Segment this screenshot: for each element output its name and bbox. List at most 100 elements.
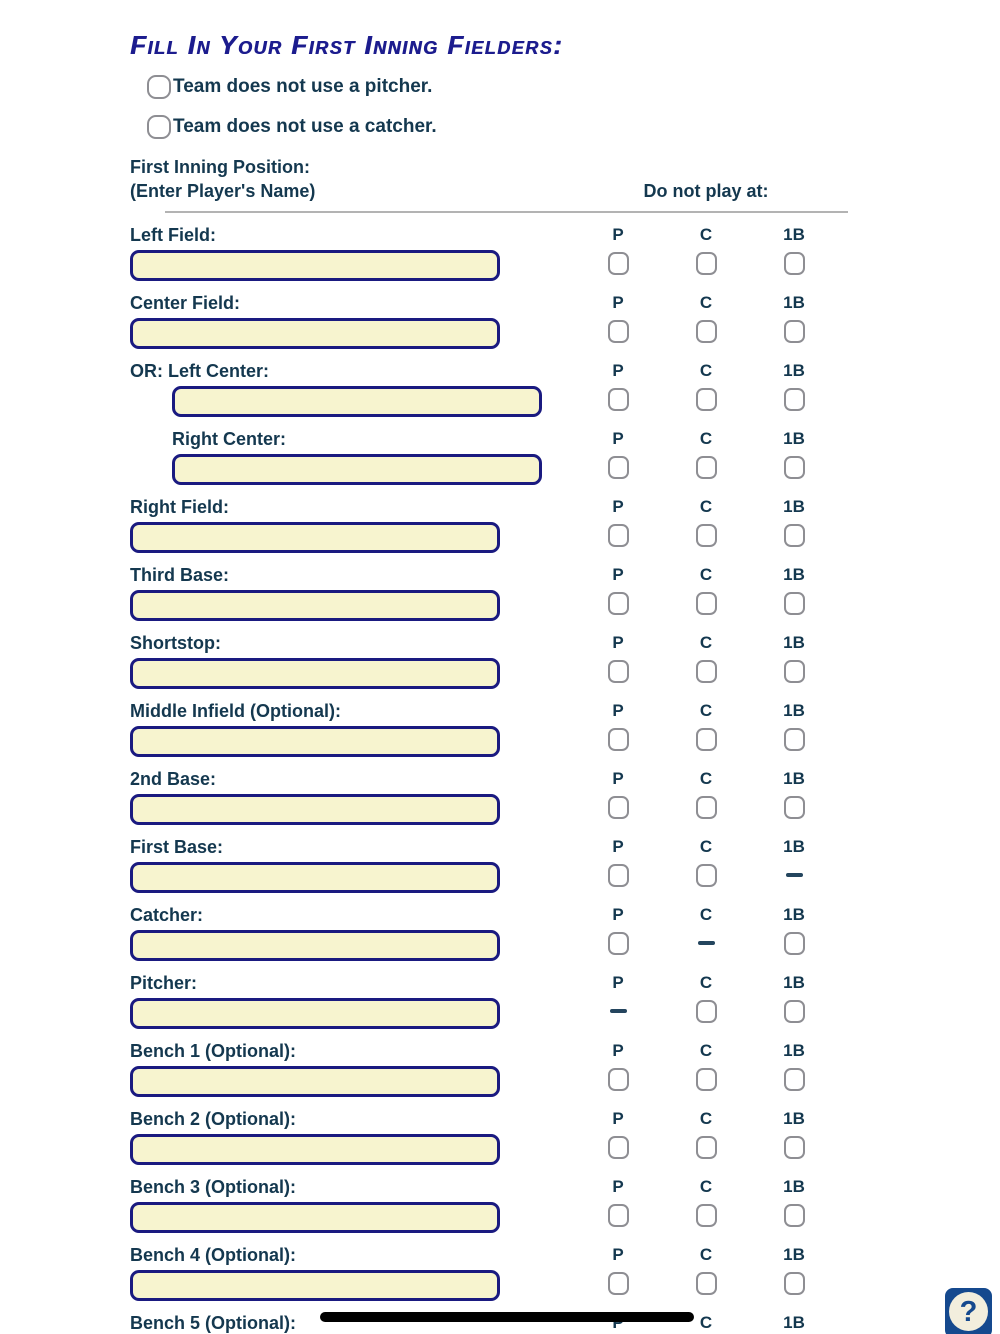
- position-row: Right Field: P C 1B: [130, 496, 1000, 553]
- do-not-play-checkbox-p[interactable]: [607, 592, 629, 615]
- position-row: Left Field: P C 1B: [130, 224, 1000, 281]
- do-not-play-cell: [750, 1202, 838, 1233]
- player-name-input[interactable]: [130, 318, 500, 349]
- position-label: OR: Left Center:: [130, 361, 269, 381]
- position-row: Bench 3 (Optional): P C 1B: [130, 1176, 1000, 1233]
- player-name-input[interactable]: [130, 726, 500, 757]
- do-not-play-checkbox-p[interactable]: [607, 932, 629, 955]
- do-not-play-checkbox-1b[interactable]: [783, 456, 805, 479]
- do-not-play-cell: [750, 522, 838, 553]
- not-applicable-dash: [697, 941, 715, 945]
- position-header-line1: First Inning Position:: [130, 157, 310, 177]
- column-header: P: [612, 1041, 624, 1060]
- player-name-input[interactable]: [130, 590, 500, 621]
- do-not-play-checkbox-c[interactable]: [695, 864, 717, 887]
- do-not-play-checkbox-1b[interactable]: [783, 524, 805, 547]
- do-not-play-checkbox-p[interactable]: [607, 1136, 629, 1159]
- no-pitcher-option: Team does not use a pitcher.: [147, 75, 1000, 99]
- do-not-play-checkbox-1b[interactable]: [783, 320, 805, 343]
- do-not-play-checkbox-p[interactable]: [607, 728, 629, 751]
- do-not-play-checkbox-1b[interactable]: [783, 1272, 805, 1295]
- do-not-play-checkbox-p[interactable]: [607, 388, 629, 411]
- player-name-input[interactable]: [130, 1202, 500, 1233]
- do-not-play-checkbox-c[interactable]: [695, 320, 717, 343]
- do-not-play-checkbox-p[interactable]: [607, 320, 629, 343]
- do-not-play-checkbox-c[interactable]: [695, 1068, 717, 1091]
- do-not-play-checkbox-c[interactable]: [695, 1204, 717, 1227]
- do-not-play-checkbox-1b[interactable]: [783, 1068, 805, 1091]
- do-not-play-checkbox-c[interactable]: [695, 524, 717, 547]
- do-not-play-checkbox-c[interactable]: [695, 1136, 717, 1159]
- column-header: C: [699, 1177, 713, 1196]
- no-pitcher-checkbox[interactable]: [147, 75, 171, 99]
- do-not-play-checkbox-p[interactable]: [607, 1204, 629, 1227]
- do-not-play-checkbox-p[interactable]: [607, 1272, 629, 1295]
- no-catcher-option: Team does not use a catcher.: [147, 115, 1000, 139]
- column-header: P: [612, 1245, 624, 1264]
- column-header: P: [612, 429, 624, 448]
- player-name-input[interactable]: [172, 386, 542, 417]
- do-not-play-checkbox-c[interactable]: [695, 796, 717, 819]
- do-not-play-checkbox-1b[interactable]: [783, 796, 805, 819]
- do-not-play-checkbox-c[interactable]: [695, 592, 717, 615]
- do-not-play-checkbox-p[interactable]: [607, 864, 629, 887]
- do-not-play-checkbox-p[interactable]: [607, 456, 629, 479]
- do-not-play-checkbox-1b[interactable]: [783, 932, 805, 955]
- do-not-play-checkbox-1b[interactable]: [783, 1204, 805, 1227]
- player-name-input[interactable]: [130, 794, 500, 825]
- do-not-play-checkbox-c[interactable]: [695, 388, 717, 411]
- player-name-input[interactable]: [130, 1066, 500, 1097]
- player-name-input[interactable]: [130, 522, 500, 553]
- do-not-play-checkbox-c[interactable]: [695, 456, 717, 479]
- position-label: Right Center:: [172, 429, 286, 449]
- position-label: Left Field:: [130, 225, 216, 245]
- help-button[interactable]: ?: [945, 1288, 992, 1334]
- do-not-play-cell: [574, 1270, 662, 1301]
- column-header: 1B: [783, 1109, 805, 1128]
- player-name-input[interactable]: [172, 454, 542, 485]
- player-name-input[interactable]: [130, 862, 500, 893]
- do-not-play-checkbox-1b[interactable]: [783, 388, 805, 411]
- do-not-play-checkbox-c[interactable]: [695, 660, 717, 683]
- column-header: P: [612, 293, 624, 312]
- do-not-play-checkbox-1b[interactable]: [783, 252, 805, 275]
- player-name-input[interactable]: [130, 658, 500, 689]
- do-not-play-checkbox-1b[interactable]: [783, 1000, 805, 1023]
- do-not-play-cell: [750, 1270, 838, 1301]
- player-name-input[interactable]: [130, 1134, 500, 1165]
- position-row: Middle Infield (Optional): P C 1B: [130, 700, 1000, 757]
- column-header: C: [699, 1245, 713, 1264]
- do-not-play-cell: [662, 794, 750, 825]
- player-name-input[interactable]: [130, 250, 500, 281]
- do-not-play-checkbox-p[interactable]: [607, 524, 629, 547]
- position-row: OR: Left Center: P C 1B: [130, 360, 1000, 417]
- column-header: P: [612, 769, 624, 788]
- do-not-play-cell: [574, 726, 662, 757]
- column-header: 1B: [783, 1313, 805, 1332]
- do-not-play-cell: [662, 1134, 750, 1165]
- do-not-play-checkbox-1b[interactable]: [783, 660, 805, 683]
- do-not-play-checkbox-1b[interactable]: [783, 1136, 805, 1159]
- do-not-play-checkbox-c[interactable]: [695, 1000, 717, 1023]
- do-not-play-checkbox-p[interactable]: [607, 660, 629, 683]
- do-not-play-checkbox-p[interactable]: [607, 796, 629, 819]
- position-row: Right Center: P C 1B: [130, 428, 1000, 485]
- table-header: First Inning Position: (Enter Player's N…: [130, 155, 1000, 203]
- no-catcher-checkbox[interactable]: [147, 115, 171, 139]
- do-not-play-checkbox-p[interactable]: [607, 252, 629, 275]
- player-name-input[interactable]: [130, 1270, 500, 1301]
- do-not-play-checkbox-1b[interactable]: [783, 592, 805, 615]
- do-not-play-checkbox-c[interactable]: [695, 728, 717, 751]
- player-name-input[interactable]: [130, 930, 500, 961]
- do-not-play-checkbox-c[interactable]: [695, 1272, 717, 1295]
- do-not-play-cell: [574, 1134, 662, 1165]
- do-not-play-checkbox-c[interactable]: [695, 252, 717, 275]
- header-divider: [165, 211, 848, 213]
- do-not-play-cell: [662, 386, 750, 417]
- do-not-play-cell: [662, 250, 750, 281]
- do-not-play-cell: [662, 1066, 750, 1097]
- do-not-play-checkbox-p[interactable]: [607, 1068, 629, 1091]
- do-not-play-checkbox-1b[interactable]: [783, 728, 805, 751]
- player-name-input[interactable]: [130, 998, 500, 1029]
- position-label: Right Field:: [130, 497, 229, 517]
